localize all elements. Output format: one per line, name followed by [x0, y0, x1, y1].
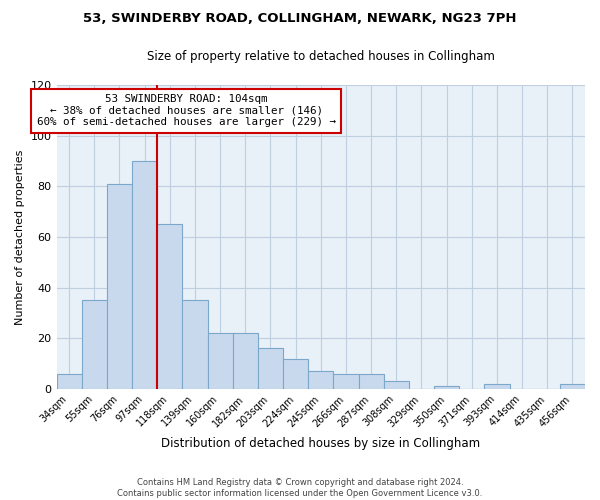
Bar: [258, 348, 283, 389]
Bar: [484, 384, 509, 389]
Bar: [283, 358, 308, 389]
Bar: [107, 184, 132, 389]
Bar: [383, 382, 409, 389]
Text: 53, SWINDERBY ROAD, COLLINGHAM, NEWARK, NG23 7PH: 53, SWINDERBY ROAD, COLLINGHAM, NEWARK, …: [83, 12, 517, 26]
Bar: [560, 384, 585, 389]
Text: 53 SWINDERBY ROAD: 104sqm
← 38% of detached houses are smaller (146)
60% of semi: 53 SWINDERBY ROAD: 104sqm ← 38% of detac…: [37, 94, 335, 128]
Bar: [157, 224, 182, 389]
Bar: [208, 333, 233, 389]
Bar: [82, 300, 107, 389]
X-axis label: Distribution of detached houses by size in Collingham: Distribution of detached houses by size …: [161, 437, 481, 450]
Bar: [359, 374, 383, 389]
Bar: [56, 374, 82, 389]
Y-axis label: Number of detached properties: Number of detached properties: [15, 150, 25, 324]
Bar: [334, 374, 359, 389]
Title: Size of property relative to detached houses in Collingham: Size of property relative to detached ho…: [147, 50, 495, 63]
Bar: [132, 161, 157, 389]
Bar: [308, 371, 334, 389]
Bar: [233, 333, 258, 389]
Text: Contains HM Land Registry data © Crown copyright and database right 2024.
Contai: Contains HM Land Registry data © Crown c…: [118, 478, 482, 498]
Bar: [434, 386, 459, 389]
Bar: [182, 300, 208, 389]
